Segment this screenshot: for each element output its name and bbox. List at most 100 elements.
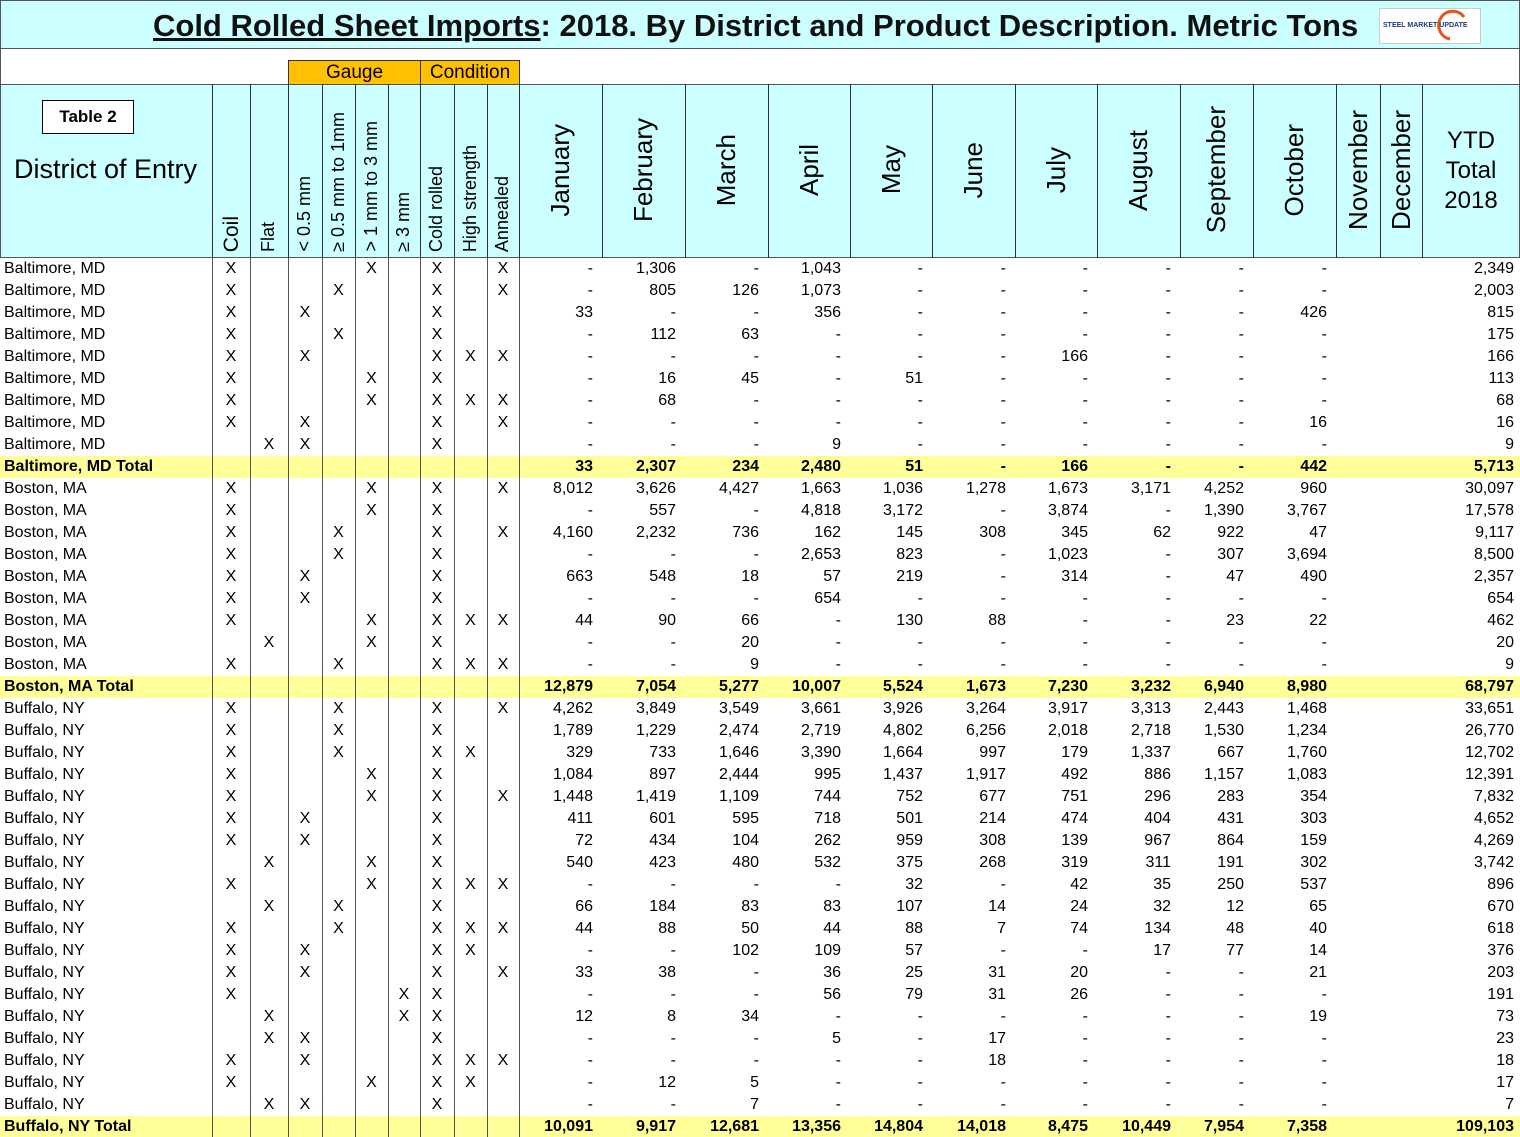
attribute-cell [388, 720, 421, 742]
attribute-cell: X [420, 258, 455, 280]
month-cell: 51 [905, 370, 923, 387]
ytd-cell: 670 [1487, 898, 1514, 915]
attribute-cell: X [355, 632, 389, 654]
attribute-cell: X [420, 1094, 455, 1116]
attribute-cell: X [212, 808, 251, 830]
month-cell: 21 [1309, 964, 1327, 981]
month-cell: 14 [1309, 942, 1327, 959]
month-cell: - [1238, 304, 1244, 321]
attribute-cell [250, 390, 289, 412]
attribute-cell [454, 434, 488, 456]
attribute-cell: X [212, 698, 251, 720]
month-cell: - [1000, 414, 1006, 431]
month-cell: 33 [575, 964, 593, 981]
month-cell: 18 [741, 568, 759, 585]
attribute-cell [487, 1006, 520, 1028]
group-gauge: Gauge [288, 60, 421, 85]
month-cell: 16 [658, 370, 676, 387]
header-cell [212, 84, 251, 258]
month-cell: - [670, 348, 676, 365]
ytd-cell: 618 [1487, 920, 1514, 937]
month-cell: 667 [1217, 744, 1244, 761]
attribute-cell [250, 258, 289, 280]
data-row: Boston, MA X X X -557-4,818 3,172-3,874-1,390… [0, 500, 1520, 522]
attribute-cell: X [250, 1094, 289, 1116]
attribute-cell [388, 1072, 421, 1094]
month-cell: 23 [1226, 612, 1244, 629]
attribute-cell [250, 368, 289, 390]
attribute-cell: X [355, 874, 389, 896]
month-cell: 959 [896, 832, 923, 849]
month-header: July [1015, 84, 1097, 256]
month-cell: 677 [979, 788, 1006, 805]
month-cell: - [1238, 634, 1244, 651]
month-cell: 6,256 [965, 722, 1006, 739]
month-label: November [1342, 110, 1373, 230]
month-cell: 38 [658, 964, 676, 981]
attribute-cell [454, 830, 488, 852]
attribute-cell: X [487, 698, 520, 720]
attribute-cell: X [454, 654, 488, 676]
month-cell: 4,427 [718, 480, 759, 497]
attribute-cell [388, 1028, 421, 1050]
attribute-cell [487, 456, 520, 478]
month-label: July [1040, 146, 1071, 194]
header-cell [250, 84, 289, 258]
ytd-cell: 654 [1487, 590, 1514, 607]
attribute-cell [322, 456, 356, 478]
attribute-cell [388, 258, 421, 280]
month-cell: 83 [741, 898, 759, 915]
attribute-cell: X [487, 874, 520, 896]
month-cell: - [835, 656, 841, 673]
group-condition: Condition [420, 60, 520, 85]
month-cell: 32 [905, 876, 923, 893]
district-cell: Baltimore, MD [0, 346, 213, 368]
attribute-cell [288, 764, 323, 786]
attribute-cell [355, 654, 389, 676]
attribute-cell: X [212, 1072, 251, 1094]
attribute-cell: X [487, 346, 520, 368]
month-cell: 25 [905, 964, 923, 981]
attribute-cell [322, 258, 356, 280]
month-cell: - [835, 876, 841, 893]
attribute-cell: X [212, 918, 251, 940]
month-cell: 805 [649, 282, 676, 299]
month-cell: 1,073 [800, 282, 841, 299]
month-cell: 1,448 [552, 788, 593, 805]
month-cell: - [917, 414, 923, 431]
month-cell: - [587, 546, 593, 563]
month-cell: - [917, 392, 923, 409]
attribute-cell [454, 280, 488, 302]
header-cell [1380, 84, 1423, 258]
district-cell: Baltimore, MD [0, 258, 213, 280]
month-cell: 145 [896, 524, 923, 541]
month-cell: 219 [896, 568, 923, 585]
month-cell: - [587, 348, 593, 365]
header-cell [0, 84, 213, 258]
attribute-cell: X [322, 522, 356, 544]
month-cell: 3,767 [1286, 502, 1327, 519]
attribute-cell: X [420, 720, 455, 742]
attribute-cell: X [420, 1050, 455, 1072]
month-cell: 1,760 [1286, 744, 1327, 761]
attribute-cell [388, 808, 421, 830]
data-row: Baltimore, MD X X X X X -68- - - - - - - -68 [0, 390, 1520, 412]
logo-text: STEEL MARKET UPDATE [1383, 22, 1468, 29]
attribute-cell: X [487, 390, 520, 412]
data-row: Buffalo, NY X X X - -7- - - - - - -7 [0, 1094, 1520, 1116]
month-cell: 2,018 [1047, 722, 1088, 739]
month-cell: - [1082, 260, 1088, 277]
attribute-cell: X [420, 632, 455, 654]
month-cell: 5 [750, 1074, 759, 1091]
district-header: District of Entry [14, 154, 198, 184]
attribute-cell [250, 610, 289, 632]
attribute-cell: X [420, 1072, 455, 1094]
attribute-cell [388, 632, 421, 654]
attribute-cell: X [212, 742, 251, 764]
attribute-label: > 1 mm to 3 mm [360, 121, 381, 252]
attribute-cell [322, 632, 356, 654]
month-cell: 1,043 [800, 260, 841, 277]
separator [519, 258, 520, 1137]
month-cell: 751 [1061, 788, 1088, 805]
month-cell: - [587, 502, 593, 519]
